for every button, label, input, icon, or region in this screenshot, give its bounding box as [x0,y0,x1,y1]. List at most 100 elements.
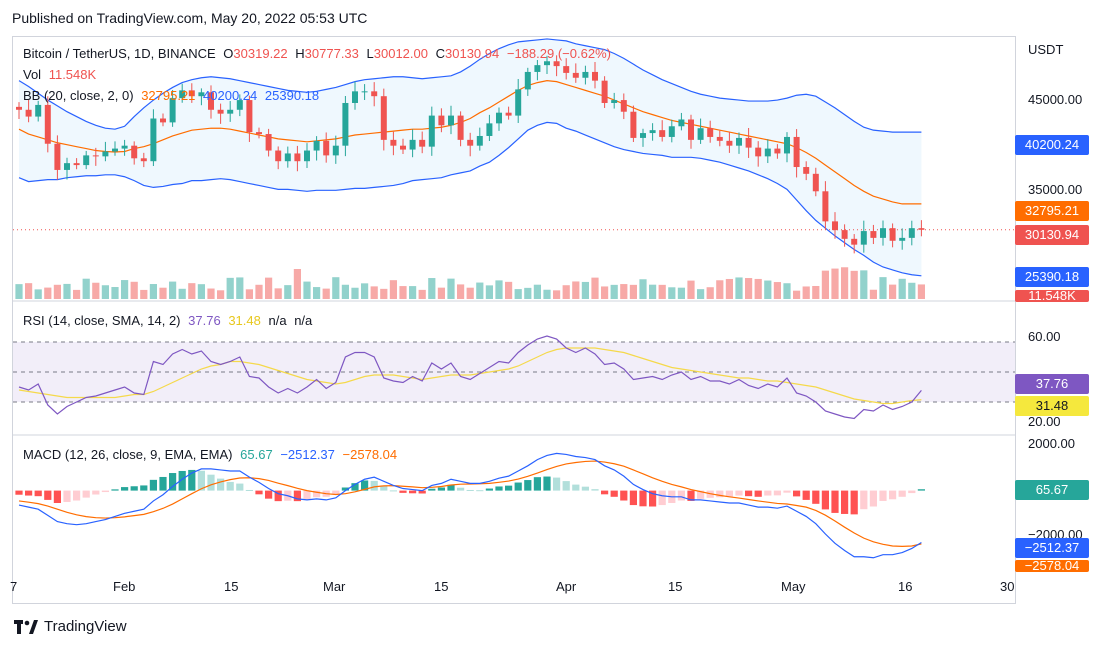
candle-body [908,228,915,238]
macd-histogram-bar [178,470,186,491]
volume-bar [274,288,282,299]
macd-histogram-bar [34,490,42,497]
brand-logo[interactable]: TradingView [14,618,127,635]
symbol-label[interactable]: Bitcoin / TetherUS, 1D, BINANCE [23,46,216,61]
candle-body [515,89,522,116]
volume-bar [581,281,589,299]
macd-histogram-bar [361,480,369,491]
candle-body [524,71,531,90]
candle-body [457,115,464,140]
candle-body [688,119,694,140]
macd-histogram-bar [802,490,810,500]
time-label: 15 [224,579,239,594]
candle-body [697,128,704,140]
volume-bar [754,278,762,299]
candle-body [102,151,109,157]
candle-body [217,109,224,114]
volume-bar [697,289,705,299]
macd-histogram-bar [581,486,589,491]
candle-body [265,134,272,151]
macd-histogram-bar [639,490,647,507]
rsi-na-1: n/a [268,313,287,328]
candle-body [342,102,349,146]
rsi-ma-tag: 31.48 [1015,396,1089,416]
low-value: 30012.00 [373,46,428,61]
macd-histogram-bar [332,490,340,494]
volume-bar [677,287,685,299]
macd-histogram-bar [188,469,196,491]
change-value: −188.29 (−0.62%) [506,46,611,61]
high-value: 30777.33 [304,46,359,61]
volume-bar [601,286,609,299]
candle-body [140,158,147,162]
rsi-legend: RSI (14, close, SMA, 14, 2) 37.76 31.48 … [23,313,316,328]
volume-bar [389,280,397,299]
macd-histogram-bar [207,474,215,491]
candle-body [918,228,925,230]
volume-bar [370,286,378,299]
volume-bar [658,284,666,299]
candle-body [736,137,742,146]
macd-histogram-bar [447,484,455,491]
candle-body [428,115,435,147]
macd-histogram-bar [303,490,311,500]
macd-histogram-bar [25,490,33,496]
candle-body [448,115,454,126]
chart-svg[interactable] [13,37,1015,603]
candle-body [745,137,752,148]
rsi-ma-value: 31.48 [228,313,261,328]
macd-histogram-bar [73,490,81,501]
volume-bar [236,277,244,299]
candle-body [563,66,570,73]
macd-histogram-bar [341,487,349,491]
candle-body [630,111,637,138]
macd-label[interactable]: MACD (12, 26, close, 9, EMA, EMA) [23,447,233,462]
vol-label[interactable]: Vol [23,67,42,82]
brand-name: TradingView [44,618,127,635]
volume-bar [428,278,436,299]
rsi-label[interactable]: RSI (14, close, SMA, 14, 2) [23,313,181,328]
macd-hist-value: 65.67 [240,447,273,462]
bb-upper-value: 40200.24 [203,88,258,103]
macd-histogram-bar [476,490,484,492]
time-label: May [781,579,806,594]
volume-bar [197,284,205,299]
tradingview-logo-icon [14,619,38,634]
candle-body [784,136,790,154]
volume-bar [63,283,71,299]
macd-histogram-bar [543,476,551,491]
candle-body [764,148,771,157]
volume-bar [44,287,52,299]
rsi-line [18,335,922,420]
candle-body [160,118,166,123]
candle-body [678,119,685,127]
candle-body [860,231,867,245]
candle-body [246,100,253,133]
macd-signal-value: −2578.04 [342,447,398,462]
macd-histogram-bar [255,490,263,495]
macd-histogram-bar [572,484,580,491]
macd-histogram-bar [725,490,733,497]
candle-body [774,148,781,154]
bb-upper-tag: 40200.24 [1015,135,1089,155]
candle-body [476,135,483,146]
volume-bar [860,270,868,299]
volume-bar [255,284,263,299]
candle-body [534,65,541,72]
candle-body [611,100,618,103]
volume-bar [639,279,647,299]
macd-histogram-bar [437,487,445,491]
macd-histogram-bar [505,485,513,491]
volume-bar [485,285,493,299]
price-tick-45000: 45000.00 [1028,92,1083,107]
macd-histogram-bar [217,478,225,491]
volume-bar [533,284,541,299]
volume-bar [399,286,407,299]
candle-body [323,140,330,156]
macd-histogram-bar [351,483,359,491]
bb-label[interactable]: BB (20, close, 2, 0) [23,88,134,103]
rsi-value: 37.76 [188,313,221,328]
volume-bar [917,284,925,299]
macd-line [18,452,922,559]
chart-area[interactable]: Bitcoin / TetherUS, 1D, BINANCE O30319.2… [12,36,1016,604]
